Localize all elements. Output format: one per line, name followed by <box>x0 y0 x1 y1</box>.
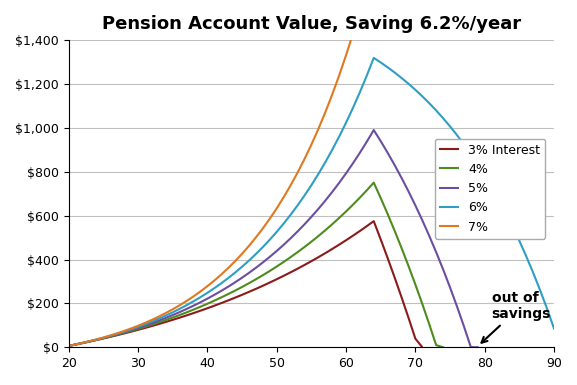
5% <box>65 343 72 348</box>
4% <box>134 326 141 331</box>
6% <box>370 55 377 60</box>
6% <box>204 291 211 295</box>
6% <box>530 271 537 275</box>
Line: 3% Interest: 3% Interest <box>69 221 422 347</box>
3% Interest <box>294 266 301 271</box>
4% <box>65 343 72 348</box>
3% Interest <box>231 295 238 300</box>
7% <box>65 343 72 348</box>
5% <box>134 326 141 330</box>
7% <box>357 8 364 13</box>
7% <box>245 244 252 248</box>
6% <box>440 116 447 121</box>
5% <box>197 300 204 305</box>
5% <box>204 296 211 301</box>
4% <box>155 320 162 325</box>
4% <box>440 345 447 350</box>
Legend: 3% Interest, 4%, 5%, 6%, 7%: 3% Interest, 4%, 5%, 6%, 7% <box>434 139 545 239</box>
5% <box>183 307 190 311</box>
5% <box>322 198 329 203</box>
Title: Pension Account Value, Saving 6.2%/year: Pension Account Value, Saving 6.2%/year <box>102 15 521 33</box>
3% Interest <box>419 345 426 350</box>
4% <box>204 301 211 306</box>
7% <box>79 341 86 345</box>
Line: 7%: 7% <box>69 0 554 346</box>
5% <box>474 345 481 350</box>
Line: 6%: 6% <box>69 58 554 346</box>
Line: 5%: 5% <box>69 130 478 347</box>
4% <box>433 343 440 347</box>
6% <box>65 343 72 348</box>
3% Interest <box>93 338 100 342</box>
6% <box>357 90 364 95</box>
6% <box>79 341 86 345</box>
3% Interest <box>65 343 72 348</box>
6% <box>301 193 308 198</box>
3% Interest <box>280 274 287 278</box>
4% <box>405 263 412 268</box>
5% <box>169 313 176 317</box>
6% <box>550 326 557 331</box>
Text: out of
savings: out of savings <box>482 291 551 343</box>
Line: 4%: 4% <box>69 182 443 347</box>
4% <box>107 334 114 339</box>
3% Interest <box>398 295 405 300</box>
7% <box>204 284 211 288</box>
3% Interest <box>370 219 377 223</box>
5% <box>370 128 377 132</box>
4% <box>370 180 377 185</box>
3% Interest <box>190 311 197 315</box>
7% <box>301 157 308 162</box>
